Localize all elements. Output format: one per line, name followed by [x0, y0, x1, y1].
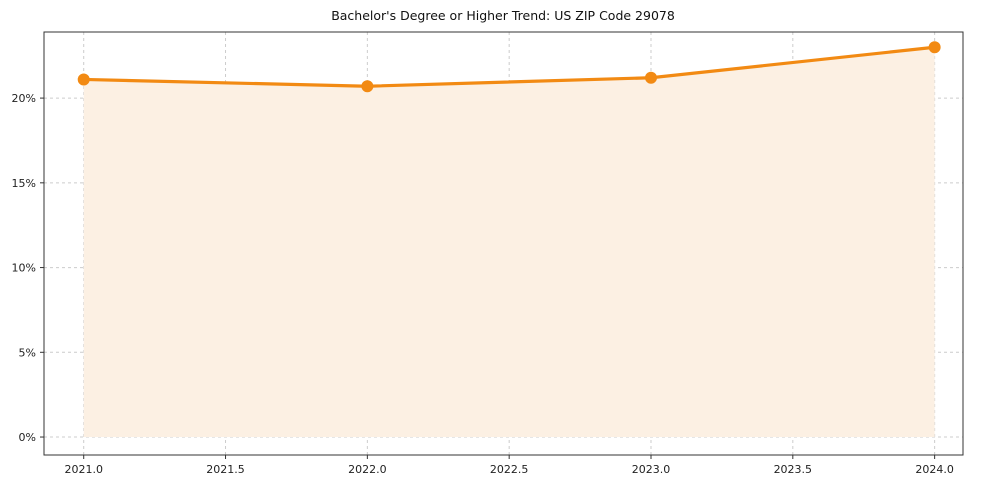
plot-border: [43, 31, 964, 456]
data-points: [77, 41, 941, 93]
x-tick-label: 2023.0: [632, 463, 671, 476]
y-tick-label: 0%: [19, 431, 36, 444]
plot-area: 2021.0 2021.5 2022.0 2022.5 2023.0 2023.5 2024…: [12, 31, 964, 476]
x-tick-label: 2021.5: [206, 463, 245, 476]
x-tick-label: 2021.0: [64, 463, 103, 476]
chart-title: Bachelor's Degree or Higher Trend: US ZI…: [331, 8, 675, 23]
y-tick-label: 15%: [12, 177, 36, 190]
axis-ticks: 2021.0 2021.5 2022.0 2022.5 2023.0 2023.5 2024…: [12, 92, 954, 476]
y-tick-label: 5%: [19, 346, 36, 359]
y-tick-label: 10%: [12, 262, 36, 275]
data-point: [928, 41, 941, 54]
x-tick-label: 2024.0: [915, 463, 954, 476]
x-tick-label: 2023.5: [774, 463, 813, 476]
trend-line: [82, 45, 937, 88]
x-tick-label: 2022.0: [348, 463, 387, 476]
data-point: [77, 73, 90, 86]
x-tick-label: 2022.5: [490, 463, 529, 476]
area-fill: [83, 47, 935, 438]
y-tick-label: 20%: [12, 92, 36, 105]
data-point: [361, 80, 374, 93]
data-point: [644, 71, 657, 84]
